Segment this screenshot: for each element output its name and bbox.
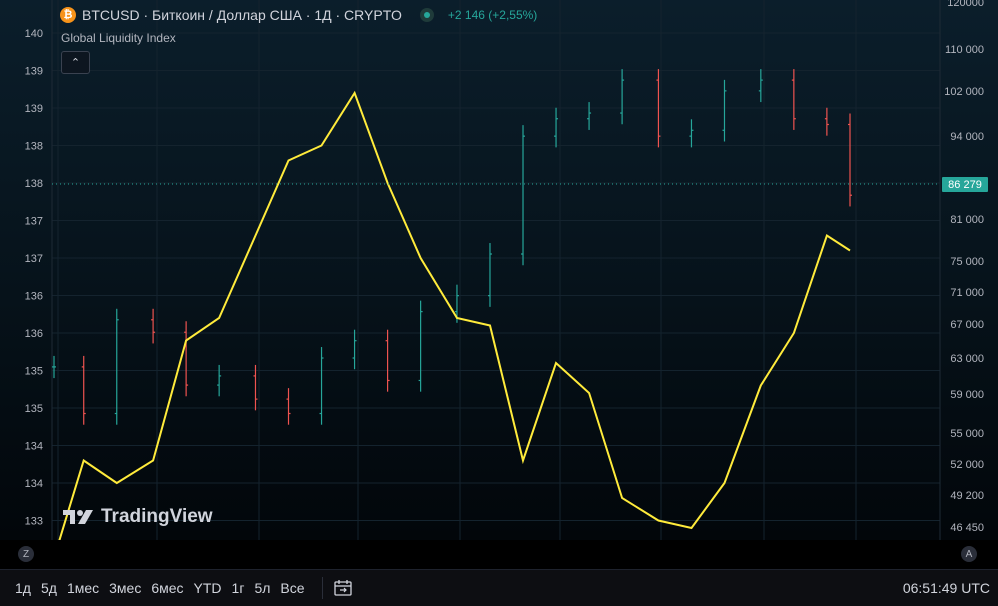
right-axis-tick-label: 75 000 — [950, 256, 984, 268]
timezone-button[interactable]: Z — [18, 546, 34, 562]
left-axis-tick-label: 137 — [25, 253, 43, 265]
left-axis-tick-label: 137 — [25, 216, 43, 228]
chart-canvas[interactable]: 140 139 139 138 138 137 137 136 136 135 135 134 134 1… — [0, 0, 998, 540]
left-axis-tick-label: 139 — [25, 66, 43, 78]
current-price-label: 86 279 — [942, 177, 988, 192]
right-axis-tick-label: 63 000 — [950, 353, 984, 365]
range-1m-button[interactable]: 1мес — [66, 580, 100, 596]
toolbar-divider — [321, 577, 323, 599]
right-axis-tick-label: 102 000 — [944, 86, 984, 98]
right-axis-tick-label: 52 000 — [950, 459, 984, 471]
right-axis-tick-label: 120000 — [947, 0, 984, 9]
left-axis-tick-label: 136 — [25, 328, 43, 340]
calendar-icon[interactable] — [333, 579, 353, 597]
left-axis-tick-label: 138 — [25, 141, 43, 153]
right-axis-tick-label: 71 000 — [950, 287, 984, 299]
right-axis-tick-label: 59 000 — [950, 389, 984, 401]
price-change: +2 146 (+2,55%) — [447, 8, 538, 22]
left-price-axis: 140 139 139 138 138 137 137 136 136 135 135 134 134 1… — [25, 28, 43, 528]
range-ytd-button[interactable]: YTD — [193, 580, 222, 596]
right-axis-tick-label: 94 000 — [950, 131, 984, 143]
liquidity-line — [58, 90, 851, 540]
bottom-toolbar: 1д 5д 1мес 3мес 6мес YTD 1г 5л Все 06:51… — [0, 569, 998, 606]
tradingview-logo-text: TradingView — [101, 506, 213, 527]
right-axis-tick-label: 55 000 — [950, 428, 984, 440]
right-axis-tick-label: 110 000 — [945, 44, 984, 56]
left-axis-tick-label: 135 — [25, 403, 43, 415]
left-axis-tick-label: 138 — [25, 178, 43, 190]
left-axis-tick-label: 134 — [25, 478, 43, 490]
tradingview-logo-icon — [63, 510, 93, 524]
range-all-button[interactable]: Все — [280, 580, 305, 596]
right-axis-tick-label: 81 000 — [950, 214, 984, 226]
left-axis-tick-label: 134 — [25, 441, 43, 453]
range-3m-button[interactable]: 3мес — [109, 580, 142, 596]
btc-price-series — [52, 69, 852, 425]
right-axis-tick-label: 67 000 — [950, 319, 984, 331]
utc-clock[interactable]: 06:51:49 UTC — [902, 580, 990, 596]
range-1d-button[interactable]: 1д — [15, 580, 31, 596]
range-5d-button[interactable]: 5д — [40, 580, 57, 596]
right-axis-tick-label: 46 450 — [950, 522, 984, 534]
liquidity-series — [58, 90, 851, 540]
symbol-header[interactable]: ₿ BTCUSD · Биткоин / Доллар США · 1Д · C… — [60, 5, 537, 25]
indicator-title[interactable]: Global Liquidity Index — [61, 31, 176, 45]
range-1y-button[interactable]: 1г — [231, 580, 245, 596]
range-6m-button[interactable]: 6мес — [151, 580, 184, 596]
market-status-icon[interactable] — [419, 8, 434, 22]
chart-grid — [51, 0, 941, 540]
left-axis-tick-label: 135 — [25, 366, 43, 378]
collapse-indicators-button[interactable]: ⌃ — [61, 51, 90, 74]
right-price-axis: 120000 110 000 102 000 94 000 81 000 75 000 71… — [944, 0, 984, 534]
right-axis-tick-label: 49 200 — [950, 490, 984, 502]
tradingview-logo: TradingView — [63, 506, 213, 528]
bitcoin-icon: ₿ — [60, 7, 76, 23]
chart-area[interactable]: 140 139 139 138 138 137 137 136 136 135 135 134 134 1… — [0, 0, 998, 540]
left-axis-tick-label: 133 — [25, 516, 43, 528]
auto-scale-button[interactable]: A — [961, 546, 977, 562]
left-axis-tick-label: 140 — [25, 28, 43, 40]
range-5y-button[interactable]: 5л — [254, 580, 271, 596]
left-axis-tick-label: 136 — [25, 291, 43, 303]
symbol-title[interactable]: BTCUSD · Биткоин / Доллар США · 1Д · CRY… — [82, 7, 402, 23]
left-axis-tick-label: 139 — [25, 103, 43, 115]
